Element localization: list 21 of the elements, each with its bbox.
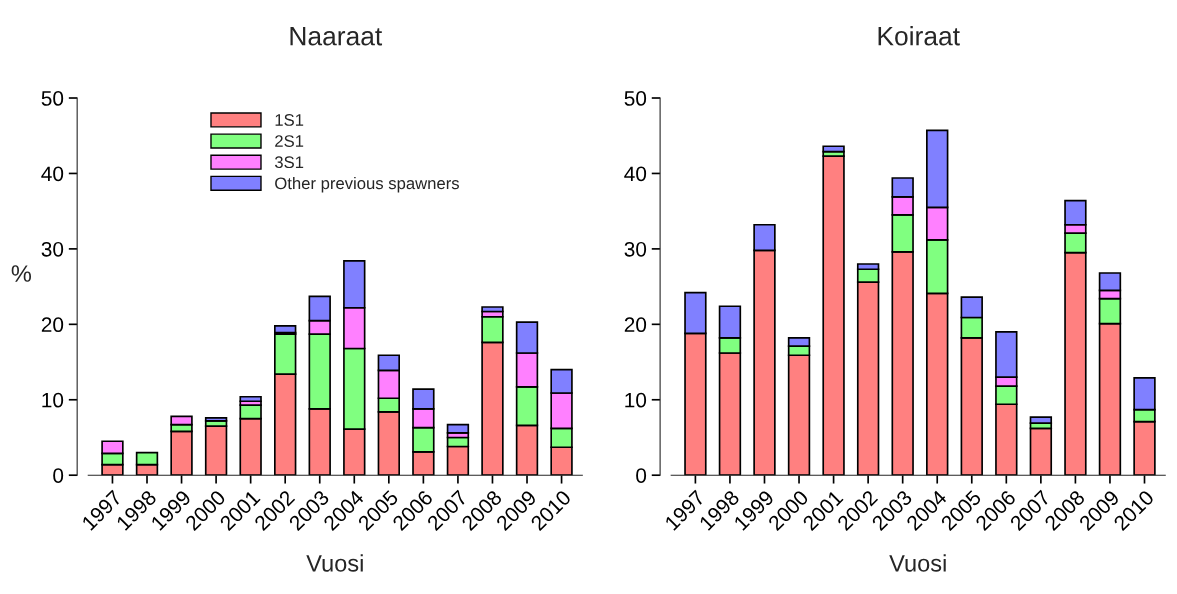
y-axis-title: %	[11, 265, 32, 282]
y-tick-label: 20	[624, 317, 647, 333]
x-axis-title: Vuosi	[889, 554, 946, 572]
legend-label: 3S1	[274, 156, 304, 169]
chart-title: Naaraat	[290, 27, 383, 46]
y-tick-label: 50	[41, 91, 64, 106]
y-tick-label: 30	[624, 241, 647, 257]
legend-label: Other previous spawners	[275, 176, 459, 193]
y-tick-label: 0	[53, 468, 64, 483]
y-tick-label: 20	[41, 317, 64, 333]
y-tick-label: 30	[41, 241, 64, 257]
legend-label: 1S1	[275, 114, 304, 126]
y-tick-label: 40	[624, 166, 647, 182]
y-tick-label: 50	[624, 91, 647, 106]
legend-label: 2S1	[275, 135, 304, 147]
y-tick-label: 0	[636, 468, 647, 483]
x-axis-title: Vuosi	[306, 554, 363, 572]
y-tick-label: 10	[42, 392, 64, 408]
chart-title: Koiraat	[878, 26, 960, 46]
y-tick-label: 40	[41, 166, 64, 182]
y-tick-label: 10	[625, 392, 647, 408]
